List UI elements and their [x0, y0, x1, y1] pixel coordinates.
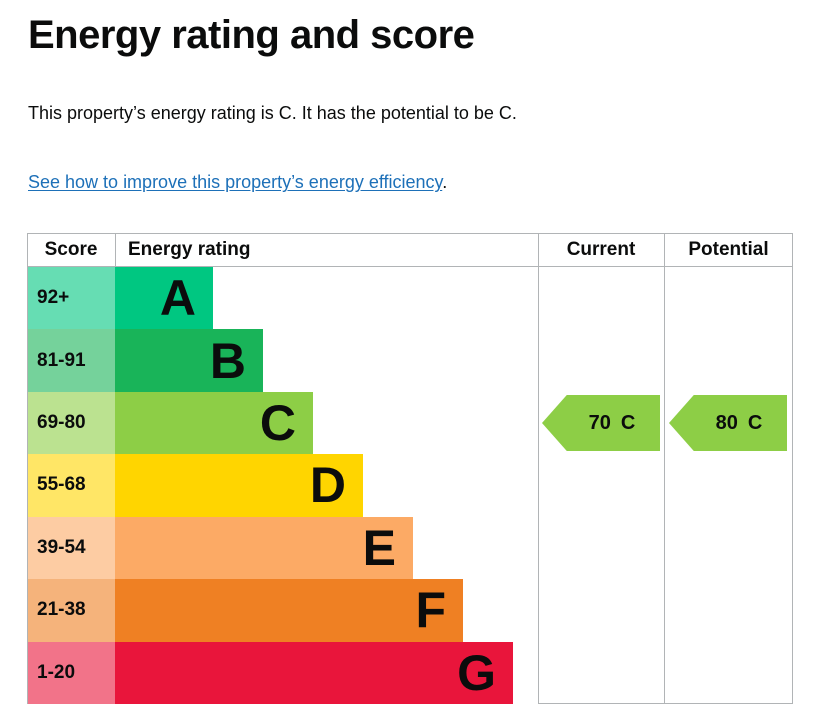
chart-body: 92+ A 81-91 B 69-80 C 55-68 D 39-54 E 21-38 F 1-20 G — [27, 267, 793, 704]
band-row-d: 55-68 D — [27, 454, 793, 517]
grid-line-current-potential — [664, 234, 665, 704]
band-letter: D — [309, 457, 346, 514]
column-header-current: Current — [566, 239, 636, 260]
improve-efficiency-link[interactable]: See how to improve this property’s energ… — [28, 172, 443, 193]
column-header-score: Score — [44, 239, 98, 260]
band-bar: A — [115, 267, 213, 330]
band-bar: F — [115, 579, 463, 642]
column-header-potential: Potential — [688, 239, 769, 260]
grid-line-left — [27, 234, 28, 704]
energy-rating-chart: Score Energy rating Current Potential 92… — [27, 233, 793, 704]
band-letter: C — [259, 395, 296, 452]
score-range-cell: 81-91 — [27, 329, 115, 392]
potential-score-value: 80 — [715, 411, 738, 434]
chart-header-row: Score Energy rating Current Potential — [27, 234, 793, 267]
band-row-e: 39-54 E — [27, 516, 793, 580]
score-range-cell: 1-20 — [27, 641, 115, 704]
current-rating-arrow: 70 C — [542, 395, 660, 451]
band-row-a: 92+ A — [27, 267, 793, 330]
grid-line-right — [792, 234, 793, 704]
main-content: Energy rating and score This property’s … — [0, 0, 830, 193]
band-bar: C — [115, 391, 313, 455]
potential-band-letter: C — [747, 411, 763, 434]
band-bar: E — [115, 516, 413, 580]
band-letter: A — [159, 270, 196, 327]
band-bar: B — [115, 329, 263, 392]
current-score-value: 70 — [588, 411, 611, 434]
score-range-cell: 21-38 — [27, 579, 115, 642]
band-letter: F — [415, 582, 446, 639]
score-range-cell: 92+ — [27, 267, 115, 330]
score-range-cell: 39-54 — [27, 516, 115, 580]
rating-summary-text: This property’s energy rating is C. It h… — [28, 103, 517, 123]
column-header-energy-rating: Energy rating — [128, 239, 251, 260]
grid-line-score-rating — [115, 234, 116, 267]
score-range-cell: 55-68 — [27, 454, 115, 517]
score-range-cell: 69-80 — [27, 391, 115, 455]
improvement-link-line: See how to improve this property’s energ… — [28, 172, 802, 193]
band-bar: G — [115, 641, 513, 704]
bottom-border-line — [538, 703, 793, 704]
band-bar: D — [115, 454, 363, 517]
band-row-f: 21-38 F — [27, 579, 793, 642]
band-letter: B — [209, 332, 246, 389]
link-period: . — [442, 172, 448, 193]
potential-rating-arrow: 80 C — [669, 395, 787, 451]
header-divider-line — [27, 266, 793, 267]
current-band-letter: C — [620, 411, 636, 434]
band-row-g: 1-20 G — [27, 641, 793, 704]
grid-line-rating-current — [538, 234, 539, 704]
band-row-b: 81-91 B — [27, 329, 793, 392]
band-row-c: 69-80 C — [27, 391, 793, 455]
band-letter: E — [362, 519, 396, 576]
band-letter: G — [457, 644, 496, 701]
page-title: Energy rating and score — [28, 13, 475, 57]
